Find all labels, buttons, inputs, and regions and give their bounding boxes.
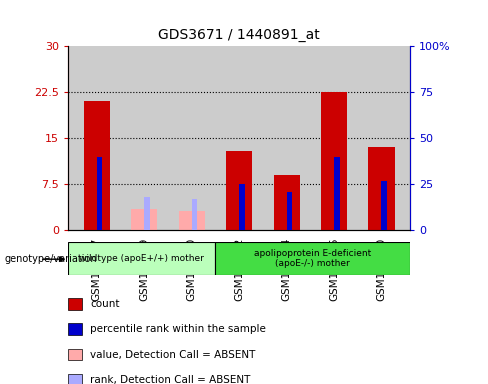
- Bar: [368, 147, 394, 230]
- Text: value, Detection Call = ABSENT: value, Detection Call = ABSENT: [90, 349, 256, 360]
- Bar: [334, 157, 340, 230]
- Text: count: count: [90, 299, 120, 309]
- Bar: [68, 349, 82, 361]
- Bar: [68, 323, 82, 335]
- Text: rank, Detection Call = ABSENT: rank, Detection Call = ABSENT: [90, 375, 251, 384]
- Bar: [144, 197, 150, 230]
- Bar: [382, 180, 387, 230]
- Bar: [215, 242, 410, 275]
- Text: percentile rank within the sample: percentile rank within the sample: [90, 324, 266, 334]
- Bar: [68, 298, 82, 310]
- Bar: [68, 374, 82, 384]
- Bar: [273, 175, 300, 230]
- Bar: [226, 151, 252, 230]
- Text: apolipoprotein E-deficient
(apoE-/-) mother: apolipoprotein E-deficient (apoE-/-) mot…: [254, 248, 371, 268]
- Bar: [97, 157, 102, 230]
- Bar: [239, 184, 245, 230]
- Bar: [192, 199, 197, 230]
- Text: genotype/variation: genotype/variation: [5, 254, 98, 264]
- Bar: [321, 92, 347, 230]
- Bar: [68, 242, 215, 275]
- Bar: [84, 101, 110, 230]
- Bar: [286, 192, 292, 230]
- Bar: [131, 209, 157, 230]
- Title: GDS3671 / 1440891_at: GDS3671 / 1440891_at: [158, 28, 320, 42]
- Bar: [179, 211, 205, 230]
- Text: wildtype (apoE+/+) mother: wildtype (apoE+/+) mother: [79, 254, 204, 263]
